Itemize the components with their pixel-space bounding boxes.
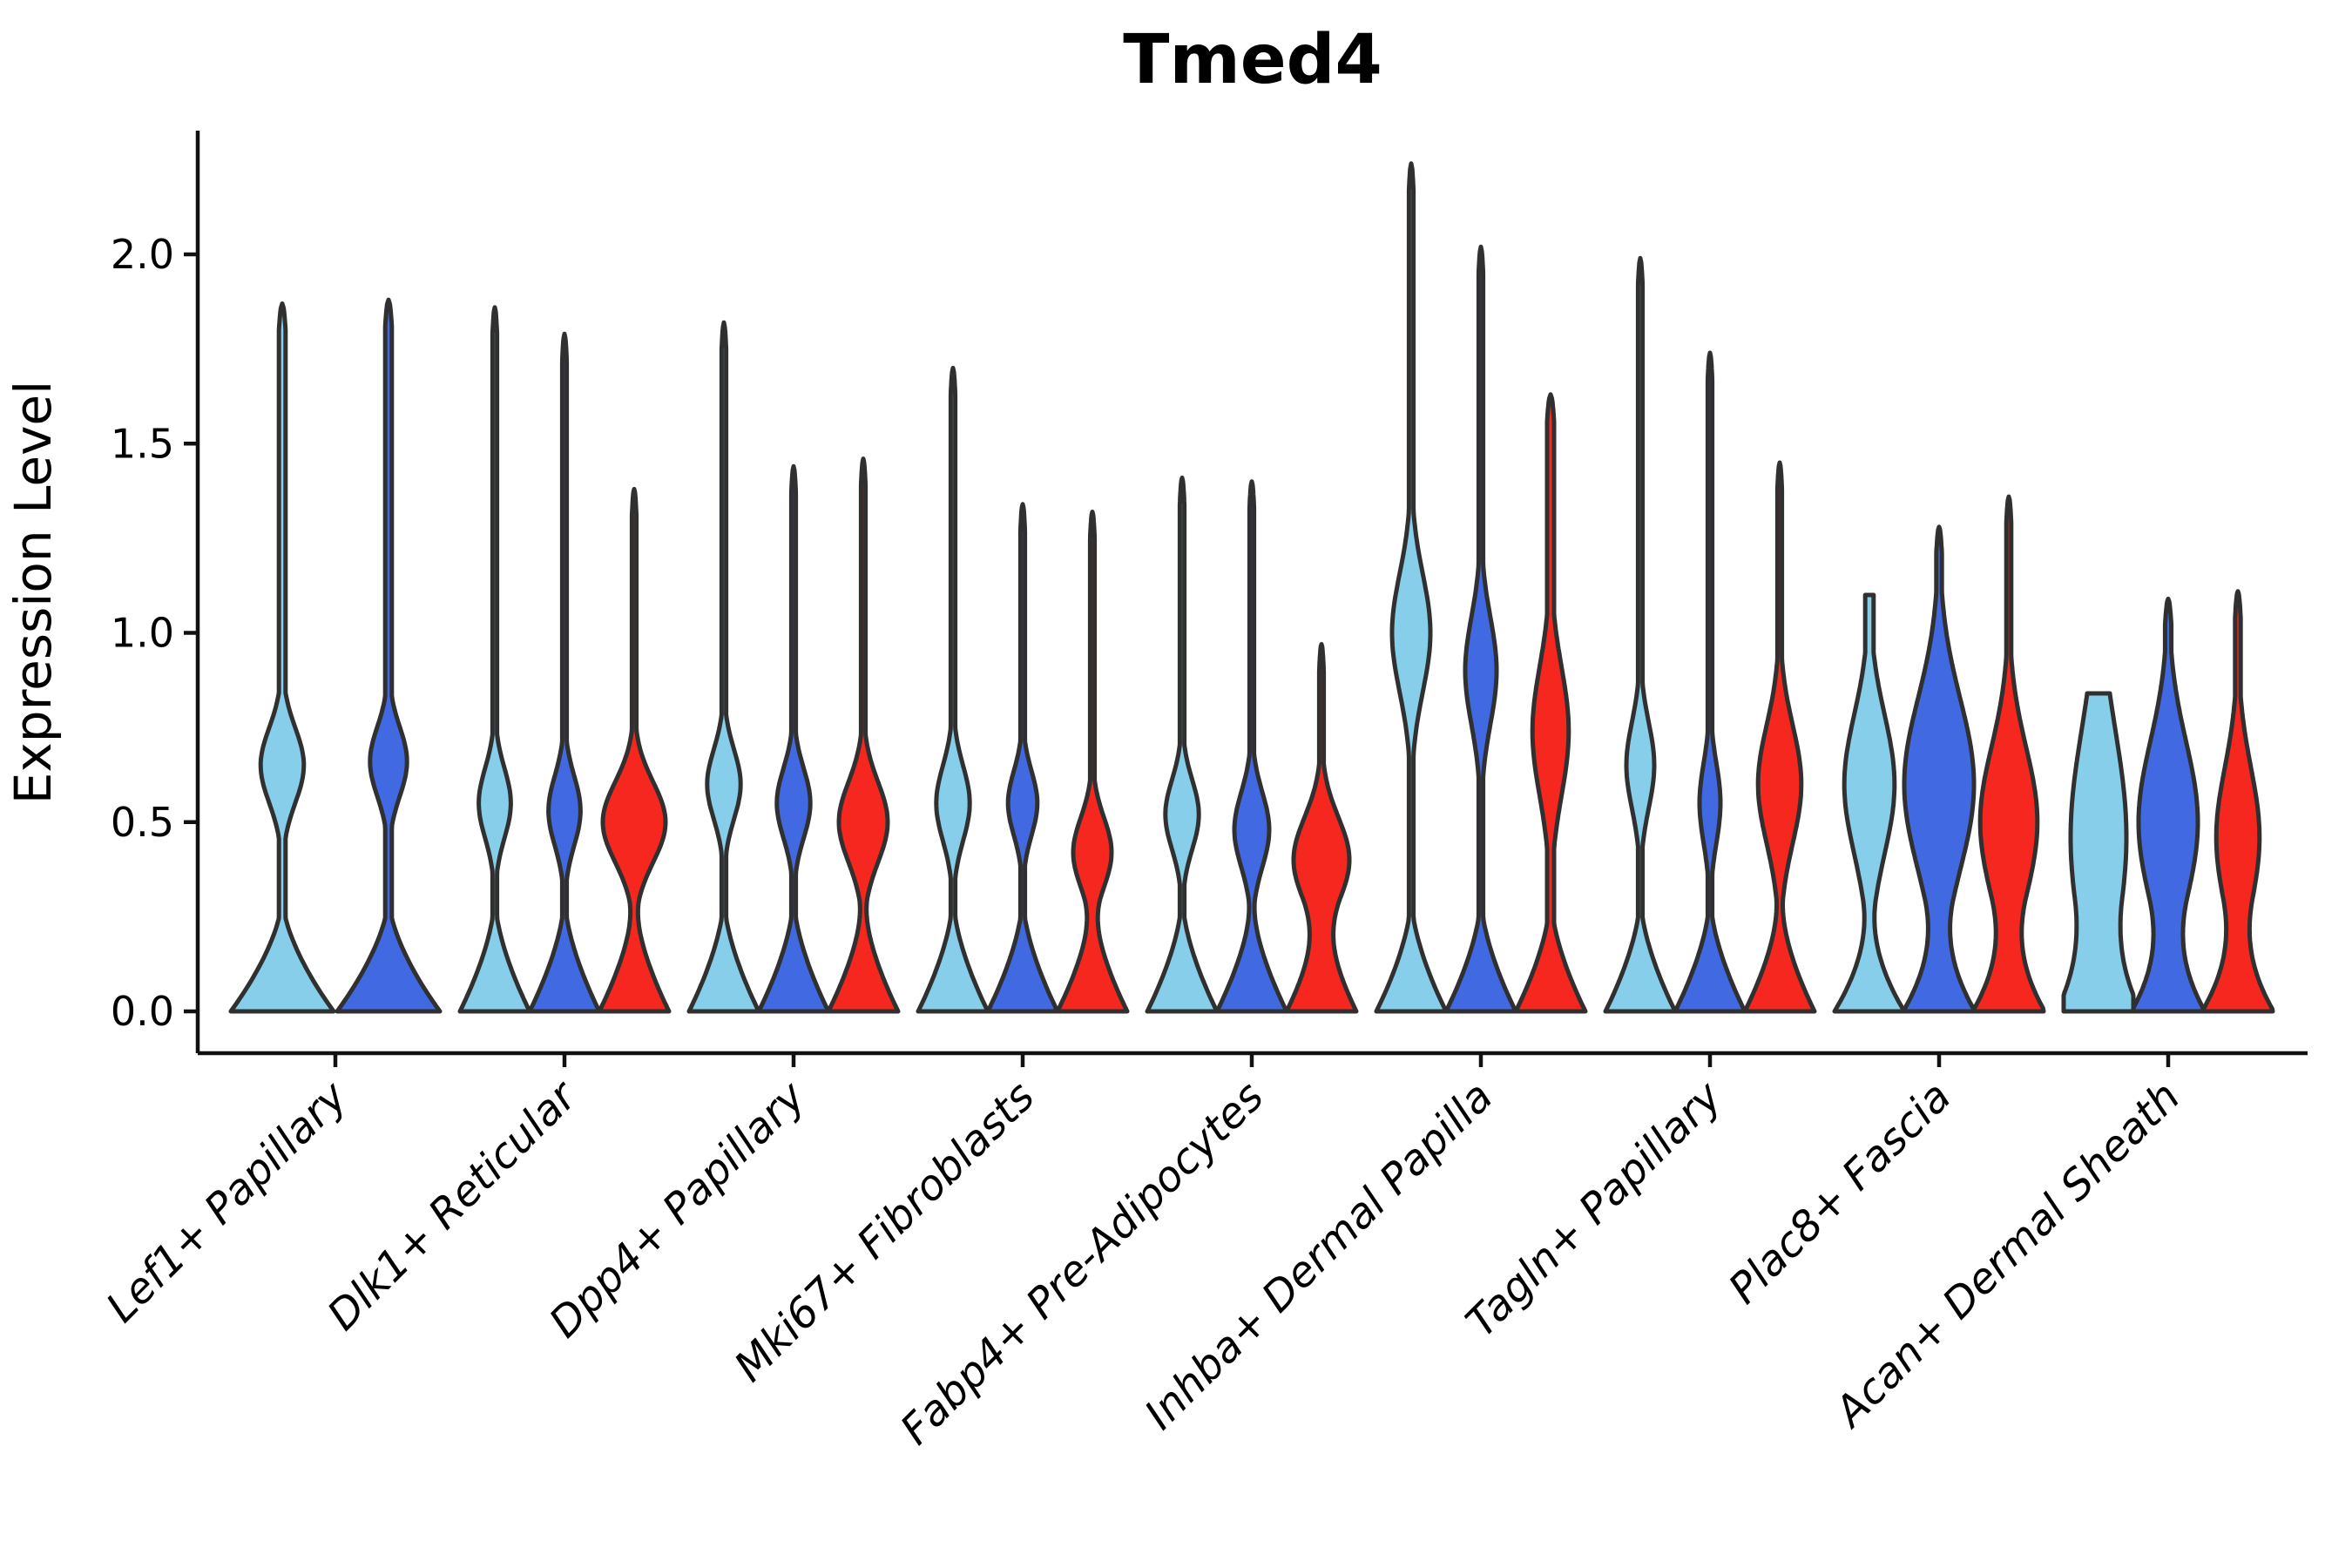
- category-label-2: Dpp4+ Papillary: [540, 1071, 815, 1347]
- violin-5-0-light_blue: [1374, 161, 1449, 1014]
- violin-4-2-red: [1284, 642, 1359, 1014]
- violin-7-0-light_blue: [1832, 592, 1907, 1014]
- violin-4-1-royal_blue: [1214, 479, 1289, 1014]
- category-label-1: Dlk1+ Reticular: [318, 1071, 588, 1341]
- violin-8-0-light_blue: [2061, 691, 2136, 1014]
- violin-0-1-royal_blue: [335, 297, 443, 1014]
- violin-4-0-light_blue: [1145, 475, 1220, 1014]
- violin-2-0-light_blue: [686, 320, 761, 1014]
- violin-8-2-red: [2200, 589, 2275, 1014]
- y-tick-label-1.0: 1.0: [111, 610, 174, 657]
- violin-3-0-light_blue: [916, 365, 990, 1014]
- y-tick-label-2.0: 2.0: [111, 231, 174, 278]
- category-label-0: Lef1+ Papillary: [97, 1071, 357, 1332]
- category-label-7: Plac8+ Fascia: [1720, 1072, 1961, 1314]
- violin-0-0-light_blue: [228, 301, 336, 1014]
- violin-6-0-light_blue: [1603, 255, 1678, 1014]
- violin-7-1-royal_blue: [1902, 524, 1977, 1014]
- violin-5-1-royal_blue: [1443, 244, 1518, 1014]
- violin-1-0-light_blue: [457, 305, 532, 1014]
- violin-3-2-red: [1055, 510, 1130, 1014]
- violin-5-2-red: [1513, 392, 1588, 1014]
- category-label-6: Tagln+ Papillary: [1456, 1071, 1732, 1347]
- violin-2-2-red: [826, 456, 901, 1014]
- y-tick-label-0.5: 0.5: [111, 799, 174, 846]
- violin-1-1-royal_blue: [527, 331, 602, 1014]
- category-label-4: Fabp4+ Pre-Adipocytes: [891, 1072, 1274, 1455]
- y-tick-label-0.0: 0.0: [111, 988, 174, 1035]
- violin-7-2-red: [1971, 494, 2046, 1014]
- violin-6-2-red: [1742, 460, 1817, 1014]
- y-axis-title: Expression Level: [3, 381, 63, 804]
- violin-3-1-royal_blue: [985, 502, 1060, 1014]
- y-tick-label-1.5: 1.5: [111, 420, 174, 467]
- violin-2-1-royal_blue: [756, 463, 831, 1014]
- violin-1-2-red: [597, 486, 672, 1014]
- violin-6-1-royal_blue: [1673, 350, 1747, 1014]
- chart-title: Tmed4: [1123, 21, 1382, 99]
- violin-8-1-royal_blue: [2131, 596, 2206, 1014]
